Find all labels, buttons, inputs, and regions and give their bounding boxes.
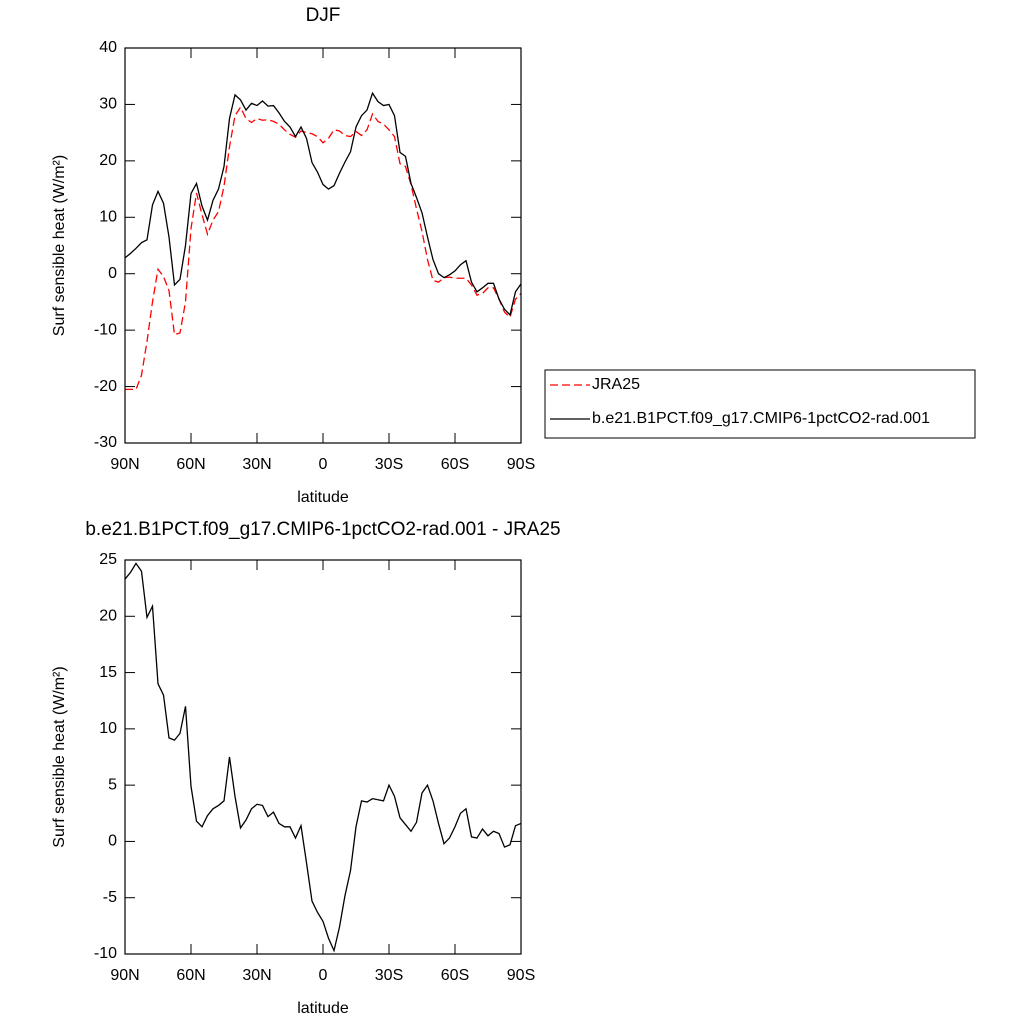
legend-box <box>544 369 976 439</box>
y-tick-label: 5 <box>108 776 117 793</box>
y-axis-label: Surf sensible heat (W/m²) <box>51 666 68 847</box>
x-tick-label: 30S <box>375 456 403 473</box>
y-tick-label: 20 <box>99 152 117 169</box>
y-tick-label: 0 <box>108 833 117 850</box>
series-line <box>125 105 522 391</box>
legend-label: JRA25 <box>592 376 640 393</box>
y-tick-label: 15 <box>99 664 117 681</box>
x-axis-label: latitude <box>297 1000 349 1017</box>
x-tick-label: 0 <box>319 967 328 984</box>
chart-title: b.e21.B1PCT.f09_g17.CMIP6-1pctCO2-rad.00… <box>85 519 560 540</box>
y-tick-label: 0 <box>108 265 117 282</box>
y-tick-label: -10 <box>94 321 117 338</box>
x-tick-label: 30N <box>242 967 271 984</box>
x-tick-label: 30N <box>242 456 271 473</box>
y-tick-label: -10 <box>94 945 117 962</box>
series-line <box>124 562 522 953</box>
y-axis-label: Surf sensible heat (W/m²) <box>51 155 68 336</box>
x-tick-label: 90N <box>110 967 139 984</box>
plot-frame <box>124 559 522 955</box>
y-tick-label: 10 <box>99 720 117 737</box>
chart-title: DJF <box>306 5 341 26</box>
y-tick-label: 30 <box>99 96 117 113</box>
y-tick-label: 10 <box>99 209 117 226</box>
y-tick-label: -30 <box>94 434 117 451</box>
x-tick-label: 30S <box>375 967 403 984</box>
x-tick-label: 60S <box>441 967 469 984</box>
series-line <box>124 91 522 317</box>
x-tick-label: 90S <box>507 456 535 473</box>
x-tick-label: 90N <box>110 456 139 473</box>
y-tick-label: 40 <box>99 39 117 56</box>
x-tick-label: 0 <box>319 456 328 473</box>
y-tick-label: 20 <box>99 608 117 625</box>
x-tick-label: 60N <box>176 967 205 984</box>
legend: JRA25 b.e21.B1PCT.f09_g17.CMIP6-1pctCO2-r… <box>544 369 976 439</box>
x-tick-label: 60S <box>441 456 469 473</box>
y-tick-label: -5 <box>103 889 117 906</box>
plot-frame <box>124 47 522 444</box>
x-axis-label: latitude <box>297 489 349 506</box>
legend-label: b.e21.B1PCT.f09_g17.CMIP6-1pctCO2-rad.00… <box>592 410 930 427</box>
x-tick-label: 90S <box>507 967 535 984</box>
y-tick-label: 25 <box>99 551 117 568</box>
x-tick-label: 60N <box>176 456 205 473</box>
y-tick-label: -20 <box>94 378 117 395</box>
